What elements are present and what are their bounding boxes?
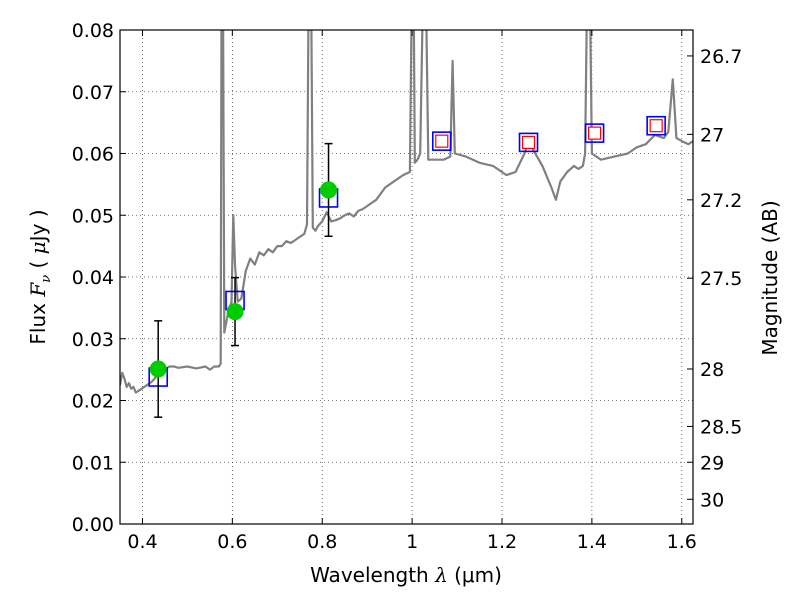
model-photometry-point: [431, 131, 452, 151]
x-tick-label: 1.2: [487, 531, 517, 553]
x-tick-label: 1.4: [577, 531, 607, 553]
y2-tick-label: 28: [700, 359, 724, 381]
model-photometry-point: [646, 115, 666, 136]
y-tick-label: 0.07: [72, 82, 114, 104]
model-inner-point: [521, 135, 536, 149]
plot-area: [120, 30, 693, 418]
y2-tick-label: 27: [700, 124, 724, 146]
y2-tick-label: 29: [700, 452, 724, 474]
x-tick-label: 0.4: [127, 531, 157, 553]
y-tick-label: 0.04: [72, 267, 114, 289]
model-inner-point: [435, 134, 449, 148]
observed-point: [320, 181, 338, 199]
x-tick-label: 1.6: [667, 531, 697, 553]
model-photometry-point: [518, 132, 539, 153]
y-axis-label: Flux Fν ( μJy ): [26, 209, 54, 344]
spectrum-line: [120, 30, 693, 394]
y-tick-label: 0.02: [72, 391, 114, 413]
y-tick-label: 0.05: [72, 205, 114, 227]
model-photometry-point: [584, 123, 605, 143]
y2-tick-label: 28.5: [700, 416, 742, 438]
y2-axis-label: Magnitude (AB): [758, 200, 782, 355]
x-tick-label: 0.6: [217, 531, 247, 553]
y-tick-label: 0.00: [72, 514, 114, 536]
x-tick-label: 0.8: [307, 531, 337, 553]
x-axis-label: Wavelength λ (μm): [310, 563, 502, 587]
y-tick-label: 0.08: [72, 20, 114, 42]
y2-tick-label: 30: [700, 489, 724, 511]
x-tick-label: 1: [406, 531, 418, 553]
model-inner-point: [587, 126, 602, 140]
y2-tick-label: 26.7: [700, 46, 742, 68]
model-inner-point: [649, 119, 663, 133]
y2-tick-label: 27.5: [700, 268, 742, 290]
observed-point: [149, 360, 167, 378]
y-tick-label: 0.06: [72, 144, 114, 166]
observed-point: [226, 303, 244, 321]
y2-tick-label: 27.2: [700, 190, 742, 212]
axis-ticks: 0.4 0.6 0.8 1 1.2 1.4 1.6 0.00 0.01 0.02 0.03 0.04 0…: [72, 20, 743, 553]
y-tick-label: 0.01: [72, 452, 114, 474]
y-tick-label: 0.03: [72, 329, 114, 351]
